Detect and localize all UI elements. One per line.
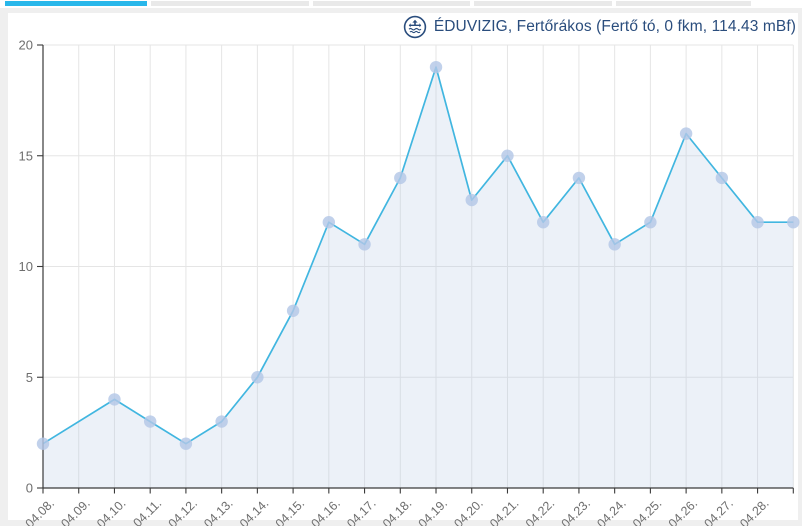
tab-bar <box>0 1 802 6</box>
x-tick-label: 04.26. <box>666 496 700 526</box>
y-tick-label: 20 <box>19 38 33 53</box>
x-tick-label: 04.11. <box>130 496 164 526</box>
data-point-marker[interactable] <box>358 238 371 251</box>
x-tick-label: 04.08. <box>23 496 57 526</box>
data-point-marker[interactable] <box>465 193 478 207</box>
x-tick-label: 04.22. <box>523 496 557 526</box>
eduvizig-logo-icon <box>403 15 427 39</box>
x-tick-label: 04.27. <box>701 496 735 526</box>
x-tick-label: 04.23. <box>559 496 593 526</box>
x-tick-label: 04.20. <box>451 496 485 526</box>
tab-stub-2[interactable] <box>151 1 309 6</box>
data-point-marker[interactable] <box>322 216 336 229</box>
tab-stub-4[interactable] <box>474 1 612 6</box>
x-tick-label: 04.19. <box>416 496 450 526</box>
data-point-marker[interactable] <box>143 415 157 428</box>
y-tick-label: 10 <box>19 259 33 274</box>
chart-header: ÉDUVIZIG, Fertőrákos (Fertő tó, 0 fkm, 1… <box>403 14 796 40</box>
x-tick-label: 04.12. <box>166 496 200 526</box>
chart-title: ÉDUVIZIG, Fertőrákos (Fertő tó, 0 fkm, 1… <box>433 18 796 35</box>
area-fill <box>43 67 794 488</box>
x-tick-label: 04.13. <box>201 496 235 526</box>
data-point-marker[interactable] <box>394 171 407 185</box>
x-tick-label: 04.14. <box>237 496 271 526</box>
y-tick-label: 0 <box>26 481 33 496</box>
data-point-marker[interactable] <box>215 415 228 428</box>
tab-stub-5[interactable] <box>616 1 751 6</box>
x-tick-label: 04.24. <box>594 496 628 526</box>
tab-stub-3[interactable] <box>313 1 470 6</box>
data-point-marker[interactable] <box>644 216 657 229</box>
data-point-marker[interactable] <box>36 437 50 450</box>
data-point-marker[interactable] <box>251 371 264 384</box>
x-tick-label: 04.16. <box>308 496 342 526</box>
y-tick-label: 5 <box>26 370 33 385</box>
data-point-marker[interactable] <box>608 238 621 251</box>
x-tick-label: 04.25. <box>630 496 664 526</box>
data-point-marker[interactable] <box>286 304 300 317</box>
x-tick-label: 04.28. <box>737 496 771 526</box>
data-point-marker[interactable] <box>429 60 443 74</box>
x-tick-label: 04.18. <box>380 496 414 526</box>
x-tick-label: 04.15. <box>273 496 307 526</box>
x-tick-label: 04.21. <box>487 496 521 526</box>
data-point-marker[interactable] <box>108 393 121 406</box>
x-tick-label: 04.17. <box>344 496 378 526</box>
data-point-marker[interactable] <box>715 171 729 185</box>
data-point-marker[interactable] <box>179 437 193 450</box>
tab-stub-1-active[interactable] <box>5 1 147 6</box>
data-point-marker[interactable] <box>751 216 764 229</box>
data-point-marker[interactable] <box>679 127 693 140</box>
y-tick-label: 15 <box>19 148 33 163</box>
data-point-marker[interactable] <box>787 216 800 229</box>
data-point-marker[interactable] <box>572 171 586 185</box>
data-point-marker[interactable] <box>537 216 550 229</box>
x-tick-label: 04.09. <box>58 496 92 526</box>
data-point-marker[interactable] <box>501 149 514 162</box>
x-tick-label: 04.10. <box>94 496 128 526</box>
